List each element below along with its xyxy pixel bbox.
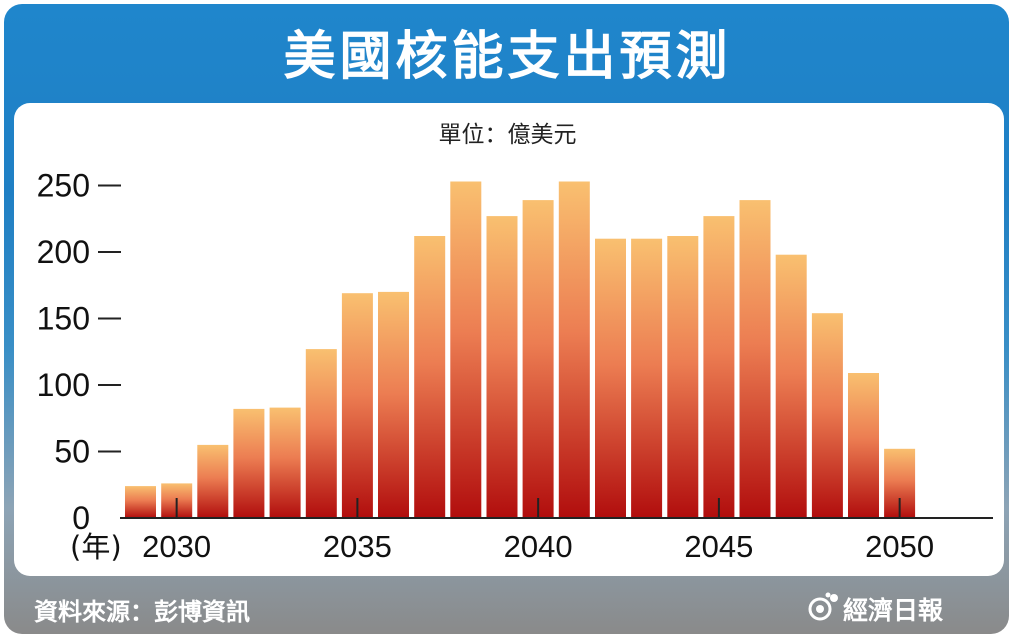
x-tick-label: 2040 <box>504 529 573 564</box>
x-tick-label: 2030 <box>142 529 211 564</box>
y-tick-label: 150 <box>37 301 90 337</box>
brand-logo-icon <box>808 592 838 621</box>
x-tick-label: 2035 <box>323 529 392 564</box>
bar-2042 <box>595 238 626 518</box>
bar-2047 <box>775 254 807 518</box>
y-tick-label: 100 <box>37 367 90 403</box>
bar-2045 <box>703 216 735 518</box>
bar-2040 <box>522 200 554 518</box>
y-tick-label: 50 <box>54 434 90 470</box>
bar-2046 <box>739 200 771 518</box>
brand-name: 經濟日報 <box>843 596 944 625</box>
bar-2043 <box>631 238 663 518</box>
bar-2049 <box>848 373 879 518</box>
bar-2048 <box>811 313 843 518</box>
bar-2033 <box>269 407 301 518</box>
bar-2041 <box>558 181 590 518</box>
source-note: 資料來源：彭博資訊 <box>34 598 250 626</box>
bar-2038 <box>450 181 482 518</box>
bar-2031 <box>197 444 229 519</box>
bar-2044 <box>667 236 699 518</box>
bar-2039 <box>486 216 518 518</box>
bar-2037 <box>414 236 446 518</box>
x-axis-label: (年) <box>70 530 122 564</box>
y-tick-label: 200 <box>37 234 90 270</box>
x-tick-label: 2050 <box>865 529 934 564</box>
bar-2032 <box>233 408 265 518</box>
y-tick-label: 0 <box>72 500 90 536</box>
bar-2035 <box>341 293 373 518</box>
y-tick-label: 250 <box>37 168 90 204</box>
bar-2034 <box>305 349 337 518</box>
bar-2036 <box>378 291 409 518</box>
unit-label: 單位：億美元 <box>438 122 577 148</box>
x-tick-label: 2045 <box>684 529 753 564</box>
bar-2029 <box>125 486 156 518</box>
chart-title: 美國核能支出預測 <box>283 27 732 87</box>
